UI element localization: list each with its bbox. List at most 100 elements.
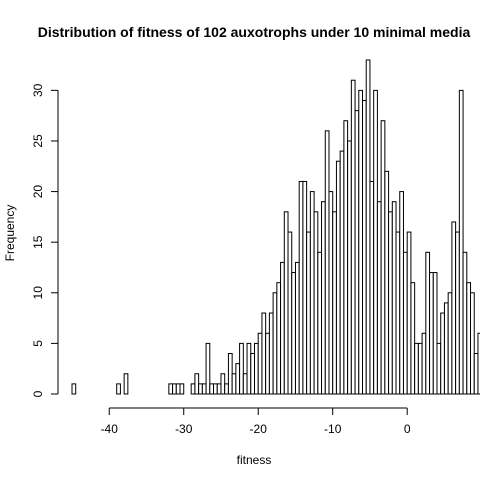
histogram-bar	[309, 191, 315, 395]
histogram-bar	[71, 383, 77, 395]
histogram-bar	[462, 251, 468, 395]
histogram-bar	[194, 373, 200, 395]
y-axis: 0 5 10 15 20 25 30	[31, 83, 59, 397]
histogram-bar	[231, 373, 237, 395]
y-tick-label: 5	[31, 340, 45, 347]
y-tick-label: 30	[31, 83, 45, 97]
histogram-bar	[365, 59, 371, 395]
histogram-bar	[354, 110, 360, 395]
histogram-bar	[216, 383, 222, 395]
histogram-bar	[417, 342, 423, 395]
histogram-bar	[224, 383, 229, 395]
histogram-bar	[179, 383, 185, 395]
histogram-bar	[421, 332, 427, 395]
y-tick-label: 20	[31, 185, 45, 199]
histogram-bar	[399, 191, 404, 395]
histogram-bar	[339, 150, 345, 395]
histogram-bar	[257, 332, 263, 395]
histogram-bar	[395, 231, 401, 395]
histogram-bar	[388, 211, 393, 395]
histogram-bar	[455, 231, 460, 395]
x-axis-label: fitness	[237, 453, 272, 467]
histogram-bar	[172, 383, 177, 395]
histogram-bar	[447, 292, 453, 395]
histogram-bar	[175, 383, 181, 395]
y-tick-label: 0	[31, 390, 45, 397]
histogram-bar	[287, 231, 293, 395]
histogram-bars	[71, 59, 480, 395]
histogram-bar	[350, 79, 356, 395]
histogram-bar	[298, 180, 304, 395]
histogram-bar	[265, 332, 270, 395]
histogram-bar	[201, 383, 207, 395]
histogram-bar	[209, 383, 215, 395]
x-tick-label: -30	[175, 422, 193, 436]
histogram-bar	[432, 272, 438, 395]
histogram-bar	[116, 383, 121, 395]
histogram-bar	[347, 140, 352, 395]
x-tick-label: -20	[250, 422, 268, 436]
histogram-bar	[328, 191, 334, 395]
histogram-bar	[406, 231, 412, 395]
histogram-bar	[358, 89, 364, 395]
histogram-bar	[227, 353, 233, 395]
histogram-bar	[470, 292, 475, 395]
histogram-bar	[373, 89, 378, 395]
histogram-bar	[268, 312, 274, 395]
histogram-bar	[246, 342, 252, 395]
histogram-bar	[123, 373, 129, 395]
histogram-bar	[321, 201, 326, 395]
histogram-bar	[190, 383, 196, 395]
histogram-bar	[332, 211, 337, 395]
histogram-bar	[425, 251, 431, 395]
chart-title: Distribution of fitness of 102 auxotroph…	[38, 24, 471, 40]
histogram-bar	[317, 251, 323, 395]
histogram-bar	[324, 130, 330, 395]
x-tick-label: -10	[324, 422, 342, 436]
histogram-bar	[242, 373, 248, 395]
histogram-bar	[272, 292, 278, 395]
histogram-bar	[276, 282, 282, 395]
histogram-bar	[205, 342, 211, 395]
histogram-bar	[313, 211, 319, 395]
histogram-bar	[436, 342, 442, 395]
y-tick-label: 10	[31, 286, 45, 300]
histogram-bar	[302, 180, 308, 395]
histogram-bar	[254, 342, 259, 395]
histogram-bar	[306, 231, 311, 395]
histogram-bar	[440, 312, 445, 395]
histogram-bar	[335, 160, 341, 395]
histogram-bar	[391, 201, 397, 395]
histogram-bar	[294, 261, 300, 395]
histogram-bar	[402, 251, 408, 395]
histogram-bar	[283, 211, 289, 395]
histogram-bar	[220, 373, 226, 395]
histogram-bar	[376, 201, 382, 395]
histogram-bar	[443, 302, 449, 395]
histogram-bar	[429, 272, 434, 395]
histogram-bar	[291, 272, 296, 395]
histogram-bar	[343, 120, 349, 395]
histogram-bar	[198, 383, 203, 395]
histogram-bar	[168, 383, 174, 395]
histogram-bar	[362, 99, 367, 395]
histogram-bar	[458, 89, 464, 395]
histogram-bar	[239, 342, 244, 395]
y-tick-label: 25	[31, 134, 45, 148]
histogram-bar	[466, 282, 472, 395]
histogram-bar	[280, 261, 285, 395]
x-axis: -40 -30 -20 -10 0	[101, 407, 411, 436]
histogram-bar	[380, 120, 386, 395]
histogram-bar	[369, 180, 375, 395]
histogram-bar	[451, 221, 457, 395]
histogram-bar	[410, 282, 416, 395]
histogram-bar	[384, 170, 390, 395]
histogram-bar	[250, 353, 255, 395]
y-axis-label: Frequency	[3, 205, 17, 262]
histogram-bar	[414, 342, 419, 395]
histogram-bar	[261, 312, 267, 395]
y-tick-label: 15	[31, 235, 45, 249]
histogram-bar	[213, 383, 218, 395]
histogram-bar	[235, 363, 241, 395]
